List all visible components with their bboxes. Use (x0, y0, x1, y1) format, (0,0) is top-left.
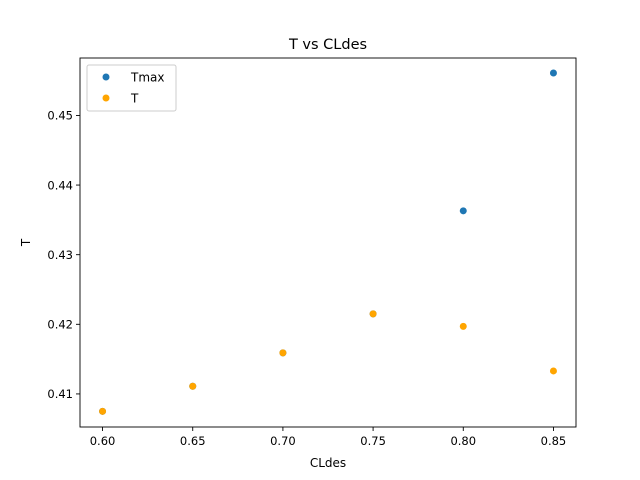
legend-marker-tmax (102, 73, 110, 81)
legend: Tmax T (86, 64, 177, 112)
chart-title: T vs CLdes (288, 37, 367, 53)
x-tick-label: 0.60 (90, 434, 116, 448)
x-tick-label: 0.75 (360, 434, 386, 448)
legend-marker-t (102, 94, 110, 102)
y-tick-label: 0.42 (47, 318, 73, 332)
point-t (369, 310, 377, 318)
y-tick-label: 0.44 (47, 178, 73, 192)
x-tick-label: 0.65 (180, 434, 206, 448)
legend-label-tmax: Tmax (130, 71, 164, 85)
point-tmax (549, 69, 557, 77)
y-tick-label: 0.41 (47, 387, 73, 401)
y-axis: 0.41 0.42 0.43 0.44 0.45 (47, 109, 80, 401)
point-t (99, 407, 107, 415)
x-axis: 0.60 0.65 0.70 0.75 0.80 0.85 (90, 427, 567, 448)
x-tick-label: 0.80 (450, 434, 476, 448)
y-tick-label: 0.43 (47, 248, 73, 262)
point-t (279, 349, 287, 357)
point-t (459, 322, 467, 330)
point-t (189, 382, 197, 390)
data-points (99, 69, 557, 415)
y-axis-label: T (19, 238, 33, 247)
point-t (549, 367, 557, 375)
x-tick-label: 0.85 (541, 434, 567, 448)
legend-label-t: T (130, 92, 139, 106)
x-axis-label: CLdes (310, 456, 346, 470)
plot-frame (79, 57, 577, 428)
x-tick-label: 0.70 (270, 434, 296, 448)
y-tick-label: 0.45 (47, 109, 73, 123)
point-tmax (459, 207, 467, 215)
